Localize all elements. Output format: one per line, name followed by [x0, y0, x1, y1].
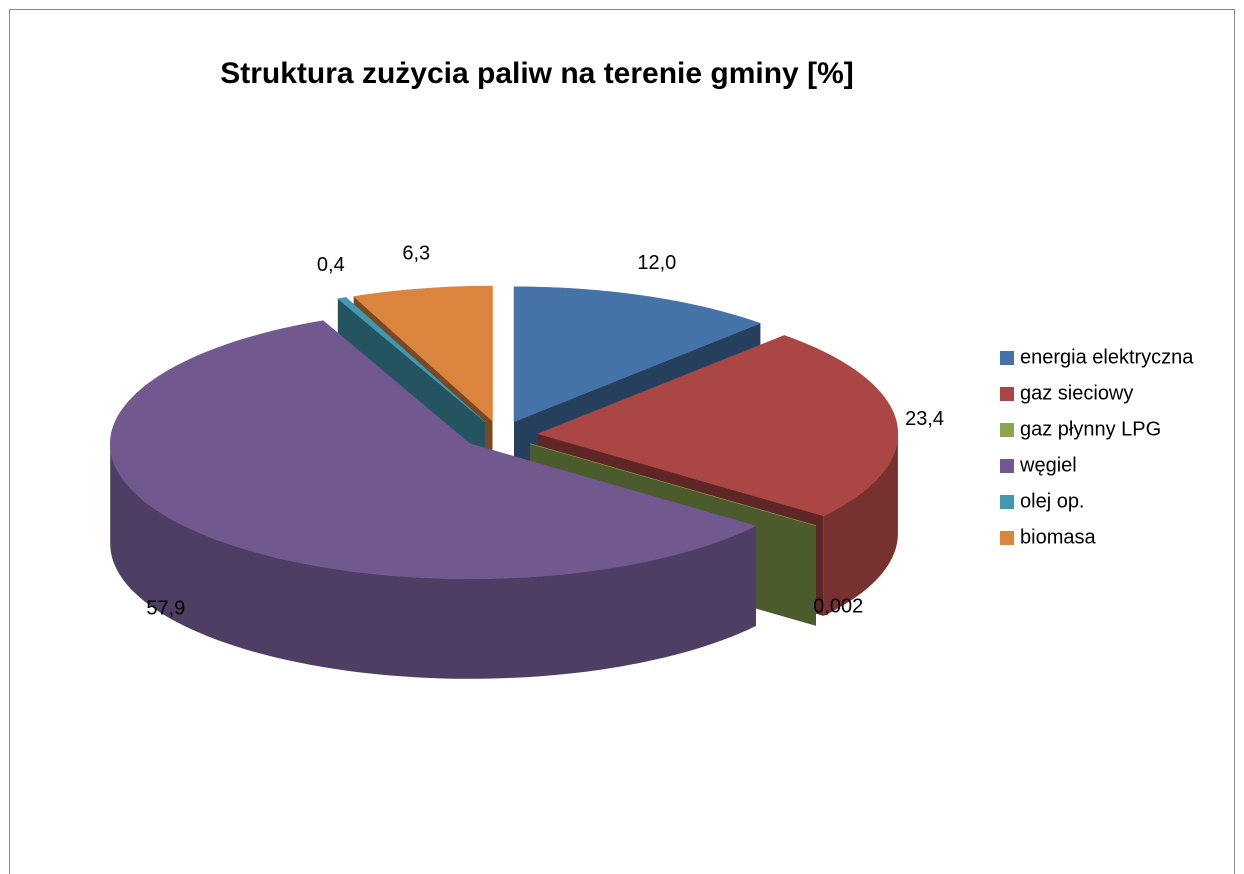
- legend-label: węgiel: [1019, 454, 1077, 476]
- pie-slice: [537, 335, 899, 517]
- chart-title: Struktura zużycia paliw na terenie gminy…: [220, 57, 854, 90]
- data-label: 12,0: [637, 252, 676, 274]
- slice-outer-wall: [110, 443, 756, 679]
- slice-outer-wall: [823, 433, 898, 616]
- data-label: 0,002: [813, 595, 863, 617]
- legend-label: gaz płynny LPG: [1020, 418, 1161, 440]
- pie-slice: [337, 297, 486, 423]
- legend-swatch: [1000, 459, 1014, 473]
- pie-slice: [530, 443, 817, 526]
- legend-swatch: [1000, 387, 1014, 401]
- legend-swatch: [1000, 351, 1014, 365]
- data-label: 0,4: [317, 254, 345, 276]
- data-label: 57,9: [146, 598, 185, 620]
- legend-label: gaz sieciowy: [1020, 382, 1133, 404]
- legend-label: olej op.: [1020, 490, 1085, 512]
- pie-slice: [353, 285, 493, 422]
- data-label: 23,4: [905, 408, 944, 430]
- pie-tops: [109, 285, 899, 580]
- legend-swatch: [1000, 531, 1014, 545]
- pie-slice: [513, 286, 762, 423]
- legend-label: energia elektryczna: [1020, 346, 1194, 368]
- legend-swatch: [1000, 423, 1014, 437]
- data-label: 6,3: [402, 243, 430, 265]
- pie-slice: [109, 320, 757, 580]
- legend-swatch: [1000, 495, 1014, 509]
- legend-label: biomasa: [1020, 526, 1096, 548]
